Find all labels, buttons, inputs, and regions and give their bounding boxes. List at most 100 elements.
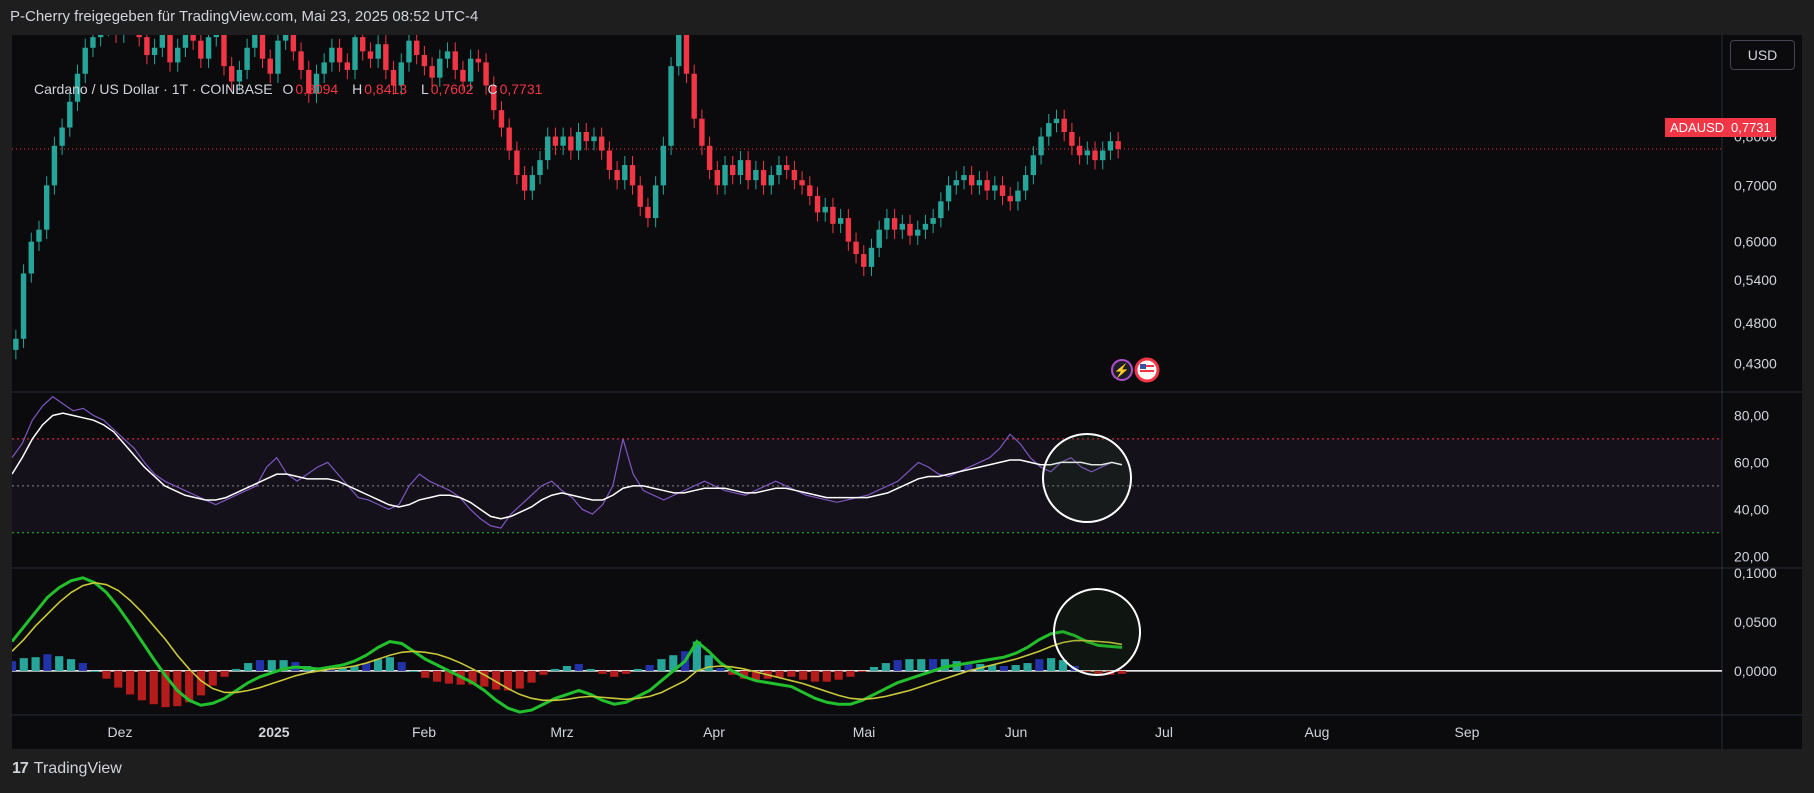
- candle-body: [452, 51, 458, 70]
- time-tick-label: Feb: [412, 724, 436, 740]
- us-flag-icon-canton: [1140, 364, 1146, 369]
- candle-body: [1084, 150, 1091, 156]
- candle-body: [907, 223, 913, 236]
- macd-histogram-bar: [125, 670, 135, 695]
- candle-body: [591, 136, 597, 142]
- candle-body: [884, 218, 890, 230]
- candle-body: [1115, 141, 1121, 150]
- candle-body: [575, 132, 582, 151]
- candle-body: [776, 165, 782, 176]
- candle-body: [97, 26, 104, 38]
- candle-body: [67, 101, 73, 128]
- candle-body: [43, 185, 50, 230]
- chart-area[interactable]: 0,80000,70000,60000,54000,48000,430080,0…: [7, 4, 1802, 749]
- symbol-header[interactable]: Cardano / US Dollar · 1T · COINBASE O 0,8…: [34, 81, 552, 97]
- macd-histogram-bar: [161, 670, 170, 708]
- price-tick-label: 0,4800: [1734, 315, 1777, 331]
- candle-body: [783, 165, 790, 171]
- candle-body: [1046, 123, 1052, 137]
- candle-body: [922, 223, 929, 230]
- candle-body: [406, 40, 412, 63]
- macd-histogram-bar: [385, 657, 394, 671]
- candle-body: [167, 26, 173, 63]
- candle-body: [82, 47, 88, 74]
- macd-tick-label: 0,0500: [1734, 614, 1777, 630]
- candle-body: [614, 170, 620, 181]
- macd-histogram-bar: [1023, 663, 1032, 671]
- candle-body: [799, 180, 805, 186]
- candle-body: [198, 40, 204, 59]
- time-tick-label: Sep: [1455, 724, 1480, 740]
- macd-histogram-bar: [881, 663, 890, 671]
- chart-svg[interactable]: 0,80000,70000,60000,54000,48000,430080,0…: [7, 4, 1802, 749]
- candle-body: [483, 62, 489, 86]
- candle-body: [629, 165, 636, 186]
- candle-body: [360, 37, 366, 52]
- candle-body: [59, 127, 65, 146]
- currency-button[interactable]: USD: [1730, 40, 1795, 70]
- candle-body: [568, 136, 574, 151]
- macd-histogram-bar: [1082, 670, 1091, 672]
- macd-histogram-bar: [988, 665, 997, 671]
- candle-body: [953, 180, 959, 186]
- macd-histogram-bar: [740, 670, 749, 679]
- macd-histogram-bar: [373, 659, 383, 671]
- macd-histogram-bar: [208, 670, 217, 686]
- candle-body: [714, 170, 721, 186]
- candle-body: [290, 20, 297, 52]
- macd-histogram-bar: [350, 666, 359, 671]
- candle-body: [28, 241, 34, 274]
- macd-histogram-bar: [409, 670, 418, 672]
- time-axis: Dez 2025 Feb Mrz Apr Mai Jun Jul Aug Sep: [108, 724, 1480, 740]
- candle-body: [1030, 155, 1037, 176]
- tradingview-logo[interactable]: 17 TradingView: [12, 760, 122, 778]
- candle-body: [421, 55, 428, 67]
- candle-body: [1022, 175, 1029, 191]
- macd-histogram-bar: [492, 670, 501, 690]
- macd-histogram-bar: [551, 668, 560, 671]
- candle-body: [498, 110, 505, 128]
- candle-body: [275, 40, 281, 74]
- macd-histogram-bar: [704, 655, 713, 671]
- low-label: L: [420, 81, 429, 97]
- rsi-pane: [11, 395, 1722, 534]
- candle-body: [1007, 195, 1013, 202]
- candle-body: [182, 20, 189, 48]
- candle-body: [992, 185, 998, 191]
- candle-body: [722, 165, 728, 186]
- time-tick-label: Jun: [1005, 724, 1028, 740]
- candle-body: [506, 127, 512, 151]
- macd-histogram-bar: [503, 670, 513, 691]
- low-value: 0,7602: [430, 81, 474, 97]
- macd-histogram-bar: [185, 670, 194, 703]
- candle-body: [383, 44, 389, 70]
- candle-body: [545, 136, 551, 161]
- candle-body: [945, 185, 952, 202]
- symbol-name[interactable]: Cardano / US Dollar · 1T · COINBASE: [34, 81, 273, 97]
- macd-histogram-bar: [90, 670, 99, 672]
- candle-body: [845, 218, 852, 242]
- macd-histogram-bar: [669, 655, 678, 671]
- macd-histogram-bar: [397, 662, 406, 671]
- candle-body: [652, 185, 659, 219]
- macd-histogram-bar: [1058, 660, 1068, 671]
- macd-line: [10, 576, 1123, 714]
- event-icons[interactable]: ⚡: [1111, 357, 1160, 383]
- candle-body: [375, 44, 381, 59]
- price-axis: 0,80000,70000,60000,54000,48000,430080,0…: [1734, 129, 1777, 679]
- candle-body: [622, 165, 628, 181]
- macd-histogram-bar: [810, 670, 820, 682]
- candle-body: [1100, 150, 1106, 161]
- macd-highlight-circle: [1053, 588, 1141, 676]
- candle-body: [437, 58, 443, 78]
- candle-body: [598, 136, 605, 151]
- candle-body: [74, 73, 81, 102]
- candle-body: [491, 85, 497, 111]
- macd-histogram-bar: [468, 670, 477, 685]
- candle-body: [1107, 141, 1114, 151]
- macd-histogram-bar: [633, 668, 642, 671]
- candle-body: [560, 136, 566, 146]
- lightning-icon[interactable]: [1111, 359, 1133, 381]
- candle-body: [467, 58, 474, 82]
- macd-histogram-bar: [940, 659, 949, 671]
